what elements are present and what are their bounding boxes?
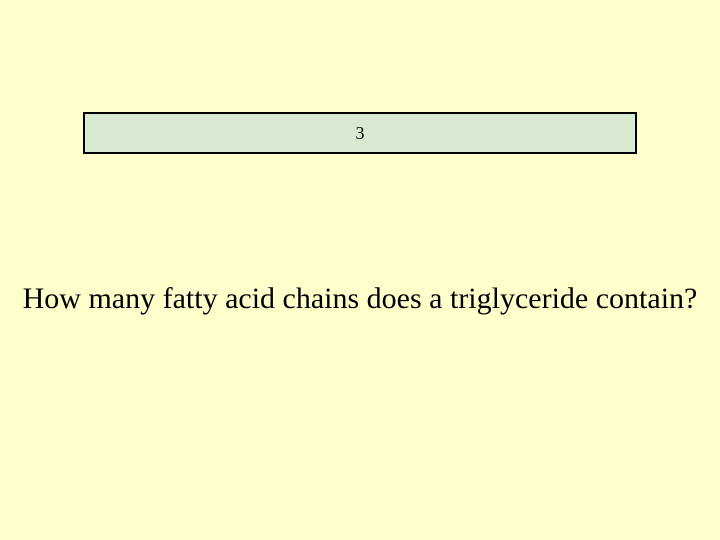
answer-text: 3: [356, 123, 365, 144]
question-text: How many fatty acid chains does a trigly…: [0, 280, 720, 318]
answer-box: 3: [83, 112, 637, 154]
